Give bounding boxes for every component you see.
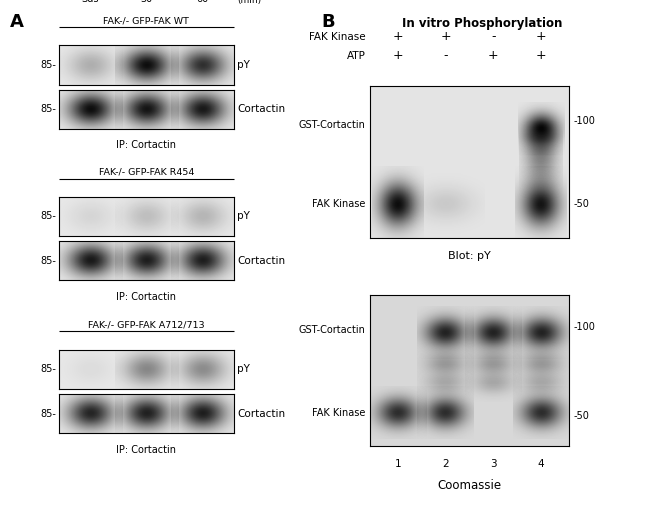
Text: -100: -100 bbox=[574, 322, 596, 331]
Text: pY: pY bbox=[237, 211, 250, 221]
Text: Coomassie: Coomassie bbox=[437, 479, 502, 492]
Text: IP: Cortactin: IP: Cortactin bbox=[116, 140, 176, 150]
Text: FAK-/- GFP-FAK WT: FAK-/- GFP-FAK WT bbox=[103, 17, 189, 26]
Text: IP: Cortactin: IP: Cortactin bbox=[116, 445, 176, 455]
Text: Cortactin: Cortactin bbox=[237, 104, 285, 114]
Text: FN
30: FN 30 bbox=[140, 0, 153, 4]
Text: 85-: 85- bbox=[40, 364, 56, 374]
Text: pY: pY bbox=[237, 60, 250, 70]
Text: +: + bbox=[393, 30, 404, 43]
Text: +: + bbox=[441, 30, 451, 43]
Text: GST-Cortactin: GST-Cortactin bbox=[298, 121, 365, 130]
Text: +: + bbox=[536, 50, 546, 62]
Text: (min): (min) bbox=[237, 0, 261, 5]
Text: In vitro Phosphorylation: In vitro Phosphorylation bbox=[402, 17, 563, 30]
Text: 1: 1 bbox=[395, 459, 402, 469]
Text: B: B bbox=[322, 13, 335, 31]
Text: -: - bbox=[491, 30, 496, 43]
Text: pY: pY bbox=[237, 364, 250, 374]
Text: 85-: 85- bbox=[40, 256, 56, 266]
Text: 85-: 85- bbox=[40, 409, 56, 419]
Text: GST-Cortactin: GST-Cortactin bbox=[298, 325, 365, 335]
Text: 4: 4 bbox=[538, 459, 544, 469]
Text: ATP: ATP bbox=[346, 51, 365, 61]
Text: IP: Cortactin: IP: Cortactin bbox=[116, 292, 176, 302]
Text: -100: -100 bbox=[574, 116, 596, 126]
Text: FAK Kinase: FAK Kinase bbox=[312, 199, 365, 209]
Text: FN
60: FN 60 bbox=[196, 0, 209, 4]
Text: -50: -50 bbox=[574, 411, 590, 421]
Text: 2: 2 bbox=[443, 459, 449, 469]
Text: 85-: 85- bbox=[40, 211, 56, 221]
Text: -50: -50 bbox=[574, 199, 590, 209]
Text: +: + bbox=[536, 30, 546, 43]
Text: Cortactin: Cortactin bbox=[237, 409, 285, 419]
Text: Cortactin: Cortactin bbox=[237, 256, 285, 266]
Text: FAK-/- GFP-FAK A712/713: FAK-/- GFP-FAK A712/713 bbox=[88, 321, 205, 330]
Text: +: + bbox=[393, 50, 404, 62]
Text: 85-: 85- bbox=[40, 104, 56, 114]
Text: Blot: pY: Blot: pY bbox=[448, 251, 491, 260]
Text: 3: 3 bbox=[490, 459, 497, 469]
Text: +: + bbox=[488, 50, 499, 62]
Text: 85-: 85- bbox=[40, 60, 56, 70]
Text: Sus: Sus bbox=[81, 0, 99, 4]
Text: FAK-/- GFP-FAK R454: FAK-/- GFP-FAK R454 bbox=[99, 168, 194, 177]
Text: A: A bbox=[10, 13, 23, 31]
Text: FAK Kinase: FAK Kinase bbox=[309, 31, 365, 42]
Text: FAK Kinase: FAK Kinase bbox=[312, 408, 365, 418]
Text: -: - bbox=[443, 50, 448, 62]
